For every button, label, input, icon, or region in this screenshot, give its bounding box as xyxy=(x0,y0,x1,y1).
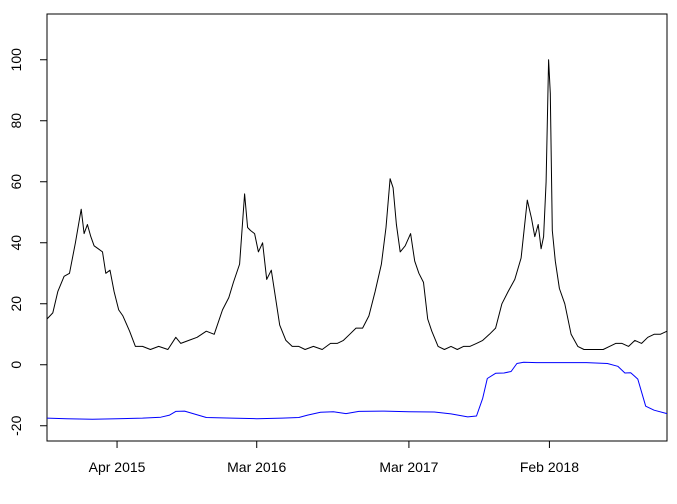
x-tick-label: Mar 2017 xyxy=(379,459,438,475)
y-tick-label: 60 xyxy=(8,174,24,190)
y-tick-label: 0 xyxy=(8,361,24,369)
x-axis: Apr 2015 Mar 2016 Mar 2017 Feb 2018 xyxy=(89,441,579,475)
y-tick-label: 80 xyxy=(8,113,24,129)
y-axis: -20 0 20 40 60 80 100 xyxy=(8,48,47,436)
y-tick-label: -20 xyxy=(8,415,24,435)
plot-frame xyxy=(46,13,668,442)
series-line-1 xyxy=(46,59,668,350)
y-tick-label: 40 xyxy=(8,235,24,251)
y-tick-label: 100 xyxy=(8,48,24,72)
x-tick-label: Feb 2018 xyxy=(520,459,579,475)
y-tick-label: 20 xyxy=(8,296,24,312)
series-layer xyxy=(46,59,668,420)
x-tick-label: Mar 2016 xyxy=(227,459,286,475)
series-line-2 xyxy=(46,361,668,420)
x-tick-label: Apr 2015 xyxy=(89,459,146,475)
